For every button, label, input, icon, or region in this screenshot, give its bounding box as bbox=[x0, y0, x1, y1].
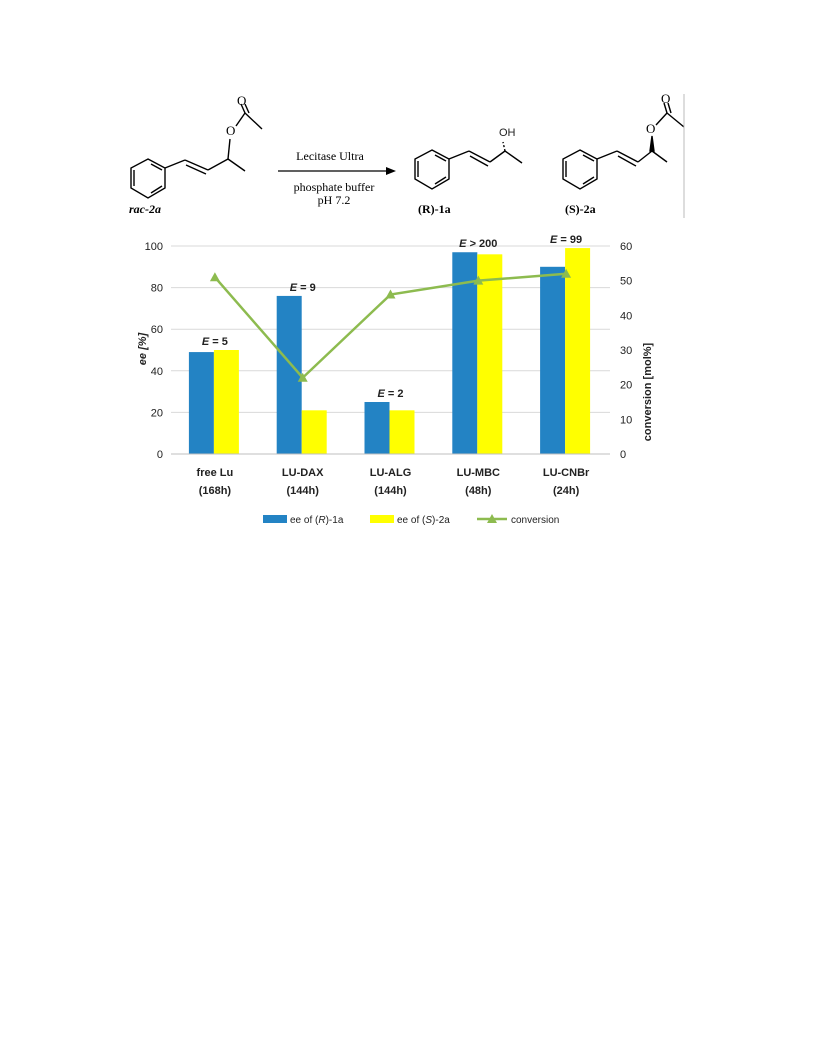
x-category-label: LU-MBC bbox=[457, 467, 500, 479]
x-category-sublabel: (144h) bbox=[374, 485, 407, 497]
reactant-structure bbox=[130, 103, 263, 199]
bar-ee-s bbox=[389, 410, 415, 454]
conversion-marker bbox=[561, 268, 572, 278]
enantioselectivity-label: E = 99 bbox=[550, 234, 582, 246]
x-category-sublabel: (48h) bbox=[465, 485, 492, 497]
bars bbox=[188, 248, 591, 454]
reaction-arrow bbox=[278, 167, 396, 175]
bar-ee-r bbox=[540, 266, 566, 454]
product-r-structure bbox=[414, 141, 523, 190]
y-left-tick-label: 0 bbox=[157, 449, 163, 461]
conversion-line-path bbox=[213, 272, 567, 380]
conversion-marker bbox=[297, 372, 308, 382]
enantioselectivity-label: E = 5 bbox=[202, 336, 228, 348]
y-axis-left-label: ee [%] bbox=[137, 332, 149, 365]
bar-ee-s bbox=[213, 350, 239, 454]
y-right-tick-label: 40 bbox=[620, 310, 632, 322]
y-left-tick-label: 20 bbox=[151, 407, 163, 419]
bar-ee-s bbox=[301, 410, 327, 454]
y-left-tick-label: 60 bbox=[151, 324, 163, 336]
bar-ee-r bbox=[276, 295, 302, 454]
y-left-tick-label: 40 bbox=[151, 366, 163, 378]
legend-swatch bbox=[263, 515, 287, 523]
product-s-atom-o-ester: O bbox=[646, 121, 655, 136]
reaction-scheme: O O rac-2a Lecitase Ultra phosphate buff… bbox=[129, 91, 685, 218]
legend-swatch bbox=[370, 515, 394, 523]
reactant-label: rac-2a bbox=[129, 202, 161, 216]
x-category-label: LU-CNBr bbox=[543, 467, 590, 479]
conversion-marker bbox=[209, 272, 220, 282]
legend-label: ee of (S)-2a bbox=[397, 515, 450, 526]
reagent-buffer: phosphate buffer bbox=[294, 180, 375, 194]
product-s-structure bbox=[562, 94, 685, 218]
bar-ee-r bbox=[364, 402, 390, 454]
y-left-tick-label: 80 bbox=[151, 283, 163, 295]
bar-ee-s bbox=[565, 248, 591, 454]
reactant-atom-o-carbonyl: O bbox=[237, 93, 246, 108]
conversion-marker bbox=[473, 275, 484, 285]
legend: ee of (R)-1a ee of (S)-2a conversion bbox=[263, 514, 559, 526]
x-category-sublabel: (24h) bbox=[553, 485, 580, 497]
enantioselectivity-label: E > 200 bbox=[459, 238, 497, 250]
annotations: E = 5 E = 9 E = 2 E > 200 E = 99 bbox=[202, 234, 582, 400]
x-category-sublabel: (168h) bbox=[199, 485, 232, 497]
axes: 0 20 40 60 80 100 0 10 20 30 40 50 60 free Lu (168h) LU… bbox=[145, 241, 633, 497]
x-category-label: LU-DAX bbox=[282, 467, 324, 479]
conversion-marker bbox=[385, 289, 396, 299]
enantioselectivity-label: E = 9 bbox=[290, 282, 316, 294]
product-s-atom-o-carbonyl: O bbox=[661, 91, 670, 106]
product-s-label: (S)-2a bbox=[565, 202, 596, 216]
x-category-label: free Lu bbox=[197, 467, 234, 479]
bar-ee-r bbox=[188, 352, 214, 454]
y-axis-left-label-text: ee [%] bbox=[137, 332, 149, 365]
y-right-tick-label: 30 bbox=[620, 345, 632, 357]
legend-label: conversion bbox=[511, 515, 559, 526]
conversion-line bbox=[209, 268, 572, 382]
product-r-atom-oh: OH bbox=[499, 127, 516, 139]
y-right-tick-label: 60 bbox=[620, 241, 632, 253]
y-right-tick-label: 0 bbox=[620, 449, 626, 461]
reagent-ph: pH 7.2 bbox=[318, 193, 351, 207]
bar-ee-r bbox=[452, 252, 478, 454]
legend-marker bbox=[487, 514, 497, 523]
reactant-atom-o-ester: O bbox=[226, 123, 235, 138]
enantioselectivity-label: E = 2 bbox=[378, 388, 404, 400]
y-axis-right-label: conversion [mol%] bbox=[642, 342, 654, 441]
product-r-label: (R)-1a bbox=[418, 202, 451, 216]
y-left-tick-label: 100 bbox=[145, 241, 163, 253]
x-category-sublabel: (144h) bbox=[286, 485, 319, 497]
bar-ee-s bbox=[477, 254, 503, 454]
legend-label: ee of (R)-1a bbox=[290, 515, 344, 526]
y-right-tick-label: 20 bbox=[620, 380, 632, 392]
reagent-enzyme: Lecitase Ultra bbox=[296, 149, 364, 163]
y-right-tick-label: 10 bbox=[620, 414, 632, 426]
x-category-label: LU-ALG bbox=[370, 467, 412, 479]
y-right-tick-label: 50 bbox=[620, 276, 632, 288]
